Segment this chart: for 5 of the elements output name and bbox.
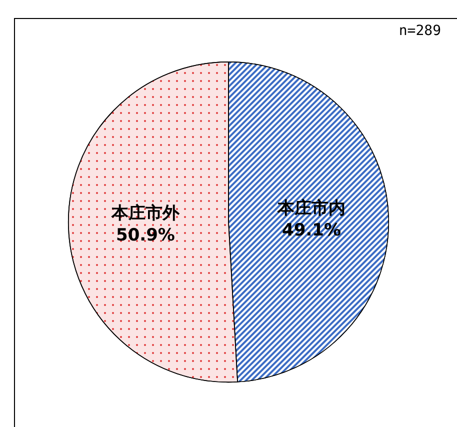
data-label: 50.9% — [116, 225, 175, 246]
slice-label: 本庄市外 — [110, 203, 180, 224]
data-label: 49.1% — [282, 220, 342, 241]
text: n=289 — [398, 23, 442, 39]
slice-label: 本庄市内 — [276, 198, 346, 219]
